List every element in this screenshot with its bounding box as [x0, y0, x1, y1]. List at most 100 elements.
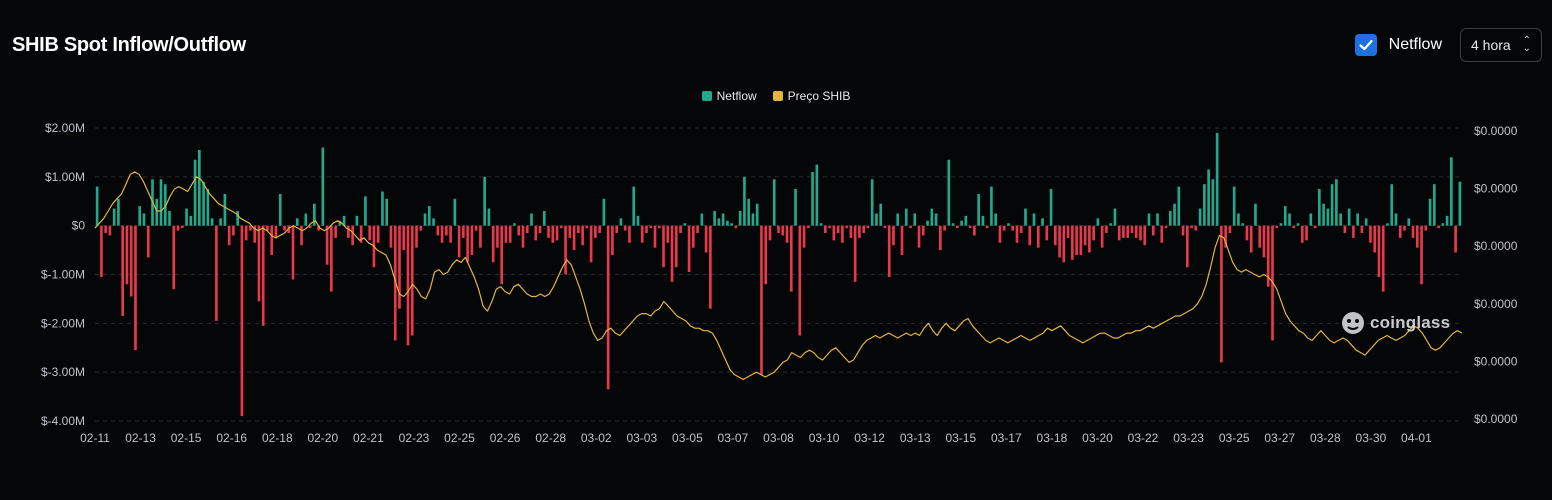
netflow-bar[interactable] [1066, 225, 1070, 238]
netflow-bar[interactable] [236, 211, 239, 226]
netflow-bar[interactable] [611, 225, 614, 255]
netflow-bar[interactable] [500, 225, 504, 285]
netflow-bar[interactable] [227, 225, 231, 246]
netflow-bar[interactable] [798, 225, 802, 336]
netflow-bar[interactable] [717, 218, 721, 226]
netflow-bar[interactable] [777, 225, 780, 233]
netflow-bar[interactable] [1075, 225, 1078, 255]
netflow-bar[interactable] [913, 213, 917, 226]
netflow-bar[interactable] [572, 225, 576, 251]
netflow-bar[interactable] [849, 225, 853, 238]
netflow-bar[interactable] [155, 198, 159, 226]
netflow-bar[interactable] [1245, 225, 1249, 241]
netflow-bar[interactable] [551, 225, 555, 243]
netflow-bar[interactable] [709, 225, 712, 309]
netflow-bar[interactable] [415, 225, 418, 248]
netflow-bar[interactable] [1356, 213, 1359, 226]
netflow-bar[interactable] [1181, 225, 1185, 236]
interval-select[interactable]: 4 hora ⌃ ⌄ [1460, 28, 1542, 62]
netflow-bar[interactable] [530, 213, 533, 226]
netflow-bar[interactable] [215, 225, 218, 321]
netflow-bar[interactable] [824, 225, 827, 233]
netflow-bar[interactable] [1326, 208, 1330, 226]
netflow-bar[interactable] [1134, 225, 1138, 238]
netflow-bar[interactable] [1045, 225, 1049, 241]
netflow-bar[interactable] [257, 225, 261, 302]
netflow-bar[interactable] [470, 225, 474, 255]
netflow-bar[interactable] [1011, 225, 1015, 231]
netflow-bar[interactable] [112, 208, 116, 226]
netflow-bar[interactable] [1151, 225, 1155, 236]
netflow-bar[interactable] [1215, 132, 1219, 226]
netflow-bar[interactable] [547, 225, 550, 238]
netflow-bar[interactable] [1028, 225, 1032, 246]
netflow-bar[interactable] [806, 225, 810, 229]
netflow-bar[interactable] [1394, 213, 1398, 226]
netflow-bar[interactable] [317, 225, 320, 231]
netflow-bar[interactable] [1415, 225, 1419, 248]
netflow-bar[interactable] [321, 147, 325, 226]
netflow-bar[interactable] [479, 225, 482, 248]
netflow-bar[interactable] [185, 208, 188, 226]
netflow-bar[interactable] [1211, 179, 1215, 226]
netflow-bar[interactable] [402, 225, 406, 251]
netflow-bar[interactable] [487, 208, 491, 226]
netflow-bar[interactable] [266, 225, 269, 231]
netflow-bar[interactable] [134, 225, 137, 351]
netflow-bar[interactable] [875, 213, 878, 226]
netflow-bar[interactable] [274, 225, 278, 238]
netflow-bar[interactable] [1062, 225, 1066, 263]
netflow-bar[interactable] [947, 159, 951, 226]
netflow-bar[interactable] [504, 225, 508, 243]
netflow-bar[interactable] [977, 193, 980, 226]
netflow-bar[interactable] [338, 220, 342, 226]
netflow-bar[interactable] [619, 218, 623, 226]
netflow-bar[interactable] [104, 225, 107, 233]
netflow-bar[interactable] [1130, 225, 1134, 233]
netflow-bar[interactable] [359, 225, 363, 243]
netflow-bar[interactable] [1190, 225, 1193, 229]
netflow-bar[interactable] [904, 208, 908, 226]
netflow-bar[interactable] [232, 225, 235, 236]
netflow-bar[interactable] [670, 225, 674, 282]
netflow-bar[interactable] [351, 225, 354, 246]
netflow-bar[interactable] [172, 225, 176, 290]
netflow-bar[interactable] [768, 225, 772, 241]
netflow-bar[interactable] [142, 213, 146, 226]
netflow-bar[interactable] [108, 225, 112, 236]
netflow-bar[interactable] [666, 225, 670, 243]
netflow-bar[interactable] [334, 225, 337, 238]
netflow-bar[interactable] [129, 225, 133, 297]
netflow-bar[interactable] [1403, 225, 1406, 231]
netflow-bar[interactable] [589, 225, 593, 263]
netflow-bar[interactable] [117, 198, 120, 226]
netflow-bar[interactable] [636, 215, 640, 226]
netflow-bar[interactable] [1100, 225, 1104, 248]
netflow-bar[interactable] [410, 225, 414, 336]
netflow-bar[interactable] [325, 225, 329, 265]
netflow-bar[interactable] [1053, 225, 1057, 246]
netflow-bar[interactable] [883, 225, 887, 229]
netflow-bar[interactable] [300, 225, 303, 246]
netflow-bar[interactable] [1330, 184, 1334, 226]
netflow-bar[interactable] [249, 225, 252, 231]
netflow-bar[interactable] [1173, 203, 1176, 226]
netflow-bar[interactable] [598, 225, 601, 233]
netflow-bar[interactable] [355, 215, 359, 226]
netflow-bar[interactable] [253, 225, 257, 243]
netflow-bar[interactable] [1450, 157, 1453, 226]
netflow-bar[interactable] [95, 186, 99, 226]
netflow-bar[interactable] [1360, 225, 1364, 233]
netflow-bar[interactable] [1117, 225, 1121, 241]
netflow-bar[interactable] [713, 211, 716, 226]
netflow-bar[interactable] [121, 225, 124, 317]
netflow-bar[interactable] [389, 225, 393, 248]
netflow-bar[interactable] [202, 181, 205, 226]
netflow-bar[interactable] [632, 186, 636, 226]
netflow-bar[interactable] [802, 225, 806, 248]
netflow-bar[interactable] [743, 176, 746, 226]
netflow-bar[interactable] [998, 225, 1002, 243]
netflow-bar[interactable] [393, 225, 397, 341]
netflow-bar[interactable] [640, 225, 644, 243]
netflow-bar[interactable] [436, 225, 440, 236]
